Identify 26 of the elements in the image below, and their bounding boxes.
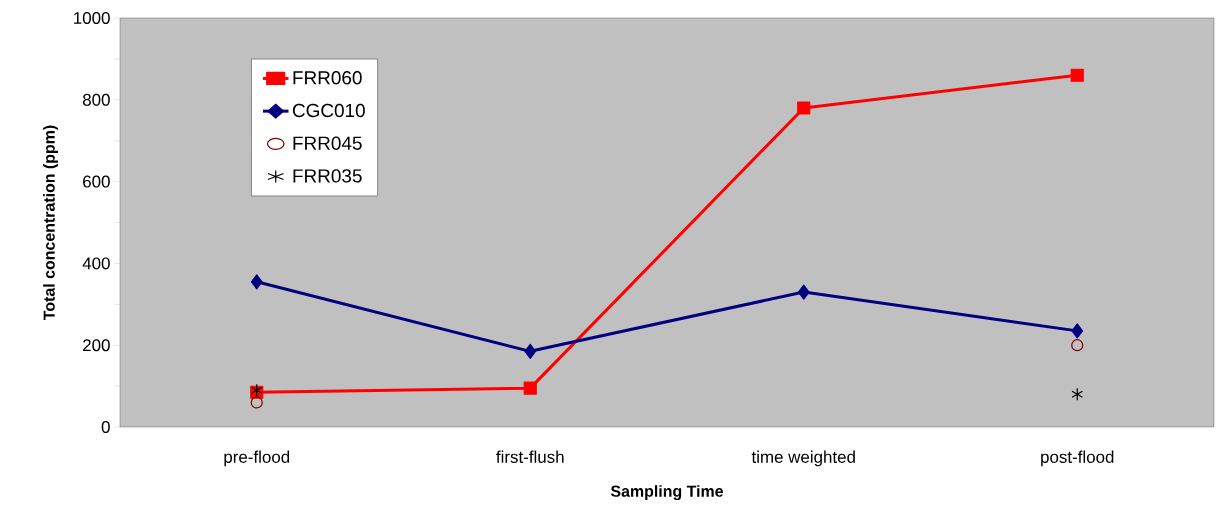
point: [523, 381, 537, 395]
y-tick-label: 400: [82, 257, 110, 270]
x-tick-label: post-flood: [1041, 450, 1114, 467]
y-axis-title: Total concentration (ppm): [43, 125, 58, 321]
y-tick-label: 800: [82, 93, 110, 106]
y-tick-label: 200: [83, 339, 110, 352]
x-tick-label: pre-flood: [224, 450, 290, 467]
legend-label: FRR035: [293, 169, 362, 183]
point: [250, 274, 263, 290]
x-tick-label: time weighted: [751, 450, 855, 467]
y-tick-label: 600: [83, 175, 110, 188]
point: [797, 101, 811, 115]
point: [1071, 339, 1084, 352]
point: [1071, 323, 1084, 339]
legend-label: CGC010: [292, 103, 365, 118]
point: [250, 396, 263, 409]
point: [797, 284, 810, 300]
legend-label: FRR060: [293, 71, 362, 85]
y-tick-label: 0: [101, 421, 110, 433]
point: [1071, 387, 1084, 401]
point: [1070, 68, 1084, 82]
point: [524, 343, 537, 359]
x-tick-label: first-flush: [496, 450, 564, 463]
y-tick-label: 1000: [74, 12, 110, 24]
x-axis-title: Sampling Time: [610, 485, 723, 501]
legend-label: FRR045: [293, 136, 362, 150]
